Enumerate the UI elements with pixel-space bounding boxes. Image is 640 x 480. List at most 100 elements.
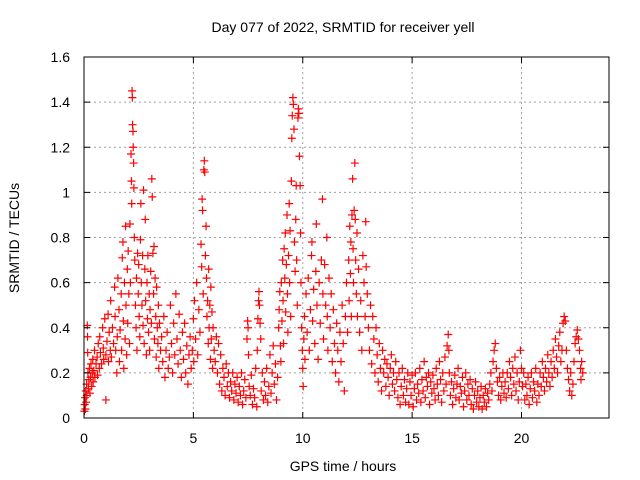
- data-point: [250, 393, 259, 402]
- data-point: [419, 386, 428, 395]
- data-point: [273, 373, 282, 382]
- data-point: [276, 357, 285, 366]
- data-point: [427, 389, 436, 398]
- data-point: [348, 174, 357, 183]
- data-point: [565, 386, 574, 395]
- data-point: [367, 359, 376, 368]
- data-point: [506, 373, 515, 382]
- data-point: [309, 285, 318, 294]
- data-point: [125, 339, 134, 348]
- data-point: [129, 183, 138, 192]
- data-point: [435, 357, 444, 366]
- data-point: [545, 382, 554, 391]
- data-point: [308, 316, 317, 325]
- data-point: [426, 377, 435, 386]
- data-point: [462, 395, 471, 404]
- data-point: [478, 404, 487, 413]
- data-point: [305, 346, 314, 355]
- data-point: [202, 312, 211, 321]
- data-point: [177, 373, 186, 382]
- data-point: [346, 269, 355, 278]
- data-point: [218, 364, 227, 373]
- data-point: [236, 391, 245, 400]
- data-point: [95, 332, 104, 341]
- data-point: [404, 400, 413, 409]
- data-point: [115, 305, 123, 314]
- data-point: [527, 368, 536, 377]
- data-point: [253, 346, 262, 355]
- data-point: [99, 355, 108, 364]
- data-point: [257, 386, 266, 395]
- data-point: [325, 274, 333, 283]
- data-point: [552, 353, 561, 362]
- data-point: [574, 335, 583, 344]
- data-point: [454, 364, 463, 373]
- data-point: [154, 301, 163, 310]
- data-point: [495, 373, 504, 382]
- data-point: [150, 242, 158, 251]
- data-point: [392, 375, 401, 384]
- data-point: [568, 380, 577, 389]
- data-point: [148, 249, 157, 258]
- chart-title: Day 077 of 2022, SRMTID for receiver yel…: [212, 19, 475, 35]
- data-point: [542, 377, 551, 386]
- data-points: [80, 86, 587, 416]
- data-point: [117, 289, 126, 298]
- y-tick-label: 1.4: [51, 94, 71, 110]
- data-point: [575, 346, 584, 355]
- data-point: [414, 389, 423, 398]
- data-point: [332, 319, 341, 328]
- data-point: [140, 339, 149, 348]
- data-point: [447, 377, 456, 386]
- data-point: [105, 328, 114, 337]
- data-point: [144, 328, 153, 337]
- data-point: [345, 222, 354, 231]
- data-point: [411, 368, 420, 377]
- data-point: [417, 375, 426, 384]
- data-point: [216, 350, 225, 359]
- data-point: [207, 335, 216, 344]
- data-point: [258, 368, 267, 377]
- data-point: [229, 395, 238, 404]
- data-point: [446, 391, 455, 400]
- data-point: [343, 328, 352, 337]
- data-point: [203, 296, 212, 305]
- data-point: [153, 323, 162, 332]
- data-point: [381, 382, 390, 391]
- data-point: [537, 382, 546, 391]
- data-point: [297, 323, 306, 332]
- data-point: [578, 368, 587, 377]
- data-point: [255, 301, 264, 310]
- data-point: [89, 377, 98, 386]
- x-tick-label: 15: [404, 430, 420, 446]
- data-point: [113, 332, 122, 341]
- data-point: [463, 380, 472, 389]
- data-point: [323, 312, 332, 321]
- data-point: [197, 262, 206, 271]
- data-point: [501, 377, 510, 386]
- data-point: [178, 328, 187, 337]
- data-point: [252, 402, 261, 411]
- data-point: [104, 357, 113, 366]
- data-point: [554, 341, 563, 350]
- data-point: [375, 339, 384, 348]
- data-point: [468, 384, 477, 393]
- data-point: [127, 199, 136, 208]
- data-point: [85, 389, 94, 398]
- data-point: [349, 244, 358, 253]
- data-point: [271, 359, 280, 368]
- data-point: [548, 373, 557, 382]
- data-point: [95, 364, 104, 373]
- data-point: [284, 251, 293, 260]
- data-point: [299, 335, 308, 344]
- axis-ticks: [83, 56, 609, 419]
- data-point: [242, 335, 251, 344]
- data-point: [564, 375, 573, 384]
- data-point: [311, 267, 320, 276]
- data-point: [351, 215, 360, 224]
- data-point: [316, 319, 325, 328]
- data-point: [547, 357, 556, 366]
- data-point: [326, 323, 335, 332]
- data-point: [458, 373, 467, 382]
- data-point: [130, 256, 139, 265]
